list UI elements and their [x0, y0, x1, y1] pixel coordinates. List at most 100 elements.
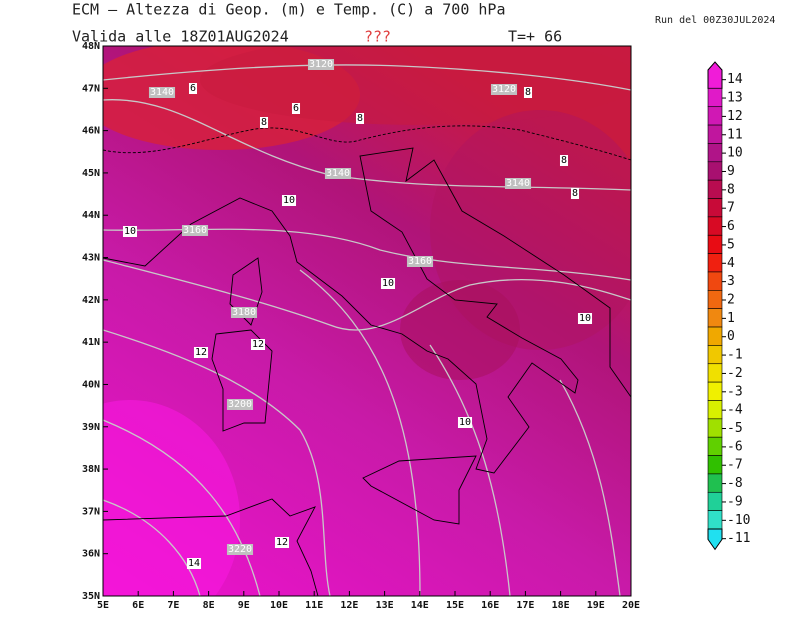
colorbar-box: [707, 491, 723, 511]
lon-label: 19E: [587, 600, 605, 611]
colorbar-label: -10: [727, 513, 750, 528]
label-box: [291, 103, 301, 114]
lat-label: 39N: [82, 422, 100, 433]
colorbar-label: -5: [727, 421, 743, 436]
colorbar-label: -9: [727, 494, 743, 509]
temperature-label: 8: [261, 117, 267, 128]
label-box: [380, 278, 396, 289]
lon-label: 15E: [446, 600, 464, 611]
label-box: [523, 87, 533, 98]
colorbar-label: 11: [727, 127, 743, 142]
geopotential-label: 3140: [326, 168, 350, 179]
label-box: [122, 226, 138, 237]
colorbar-box: [707, 326, 723, 346]
temperature-label: 14: [188, 558, 200, 569]
temperature-label: 10: [382, 278, 394, 289]
label-box: [148, 87, 176, 98]
label-box: [230, 307, 258, 318]
label-box: [577, 313, 593, 324]
lead-label: T=+ 66: [508, 28, 562, 46]
label-box: [274, 537, 290, 548]
temperature-label: 8: [572, 188, 578, 199]
temperature-label: 10: [579, 313, 591, 324]
geopotential-label: 3140: [150, 87, 174, 98]
temperature-label: 12: [252, 339, 264, 350]
colorbar-label: -2: [727, 366, 743, 381]
lat-label: 42N: [82, 295, 100, 306]
lon-label: 12E: [340, 600, 358, 611]
colorbar-label: -1: [727, 348, 743, 363]
lat-label: 37N: [82, 506, 100, 517]
title: ECM — Altezza di Geop. (m) e Temp. (C) a…: [72, 1, 505, 19]
colorbar-label: 13: [727, 91, 743, 106]
lon-label: 11E: [305, 600, 323, 611]
colorbar-box: [707, 161, 723, 181]
map: [103, 46, 631, 596]
temperature-label: 6: [190, 83, 196, 94]
colorbar-label: 2: [727, 293, 735, 308]
colorbar-label: 0: [727, 329, 735, 344]
label-box: [193, 347, 209, 358]
label-box: [559, 155, 569, 166]
colorbar-box: [707, 418, 723, 438]
colorbar-label: -3: [727, 384, 743, 399]
colorbar-box: [707, 253, 723, 273]
colorbar-box: [707, 400, 723, 420]
colorbar-label: 9: [727, 164, 735, 179]
label-box: [181, 225, 209, 236]
label-box: [457, 417, 473, 428]
colorbar-box: [707, 363, 723, 383]
geopotential-label: 3160: [408, 256, 432, 267]
geopotential-label: 3220: [228, 544, 252, 555]
lat-label: 41N: [82, 337, 100, 348]
colorbar-label: 14: [727, 72, 743, 87]
geopotential-label: 3160: [183, 225, 207, 236]
colorbar-box: [707, 510, 723, 530]
map-frame: [102, 45, 632, 597]
label-box: [490, 84, 518, 95]
temperature-label: 8: [525, 87, 531, 98]
colorbar-label: 7: [727, 201, 735, 216]
temperature-label: 8: [357, 113, 363, 124]
colorbar-box: [707, 455, 723, 475]
lat-label: 48N: [82, 41, 100, 52]
label-box: [324, 168, 352, 179]
geopotential-label: 3140: [506, 178, 530, 189]
colorbar-box: [707, 345, 723, 365]
flag-label: ???: [364, 28, 391, 46]
colorbar-label: 8: [727, 182, 735, 197]
colorbar-label: -11: [727, 531, 750, 546]
label-box: [281, 195, 297, 206]
lat-label: 47N: [82, 83, 100, 94]
lon-label: 6E: [132, 600, 144, 611]
colorbar-box: [707, 290, 723, 309]
lon-label: 9E: [238, 600, 250, 611]
colorbar-box: [707, 234, 723, 254]
colorbar-label: -4: [727, 403, 743, 418]
label-box: [570, 188, 580, 199]
lat-label: 43N: [82, 253, 100, 264]
lon-label: 20E: [622, 600, 640, 611]
geopotential-label: 3120: [309, 59, 333, 70]
colorbar-box: [707, 271, 723, 291]
colorbar-box: [707, 308, 723, 328]
colorbar-label: 4: [727, 256, 735, 271]
colorbar-cap: [707, 528, 723, 551]
colorbar-cap: [707, 61, 723, 89]
colorbar-box: [707, 436, 723, 456]
lon-label: 17E: [516, 600, 534, 611]
colorbar-box: [707, 198, 723, 218]
colorbar-label: 6: [727, 219, 735, 234]
colorbar-box: [707, 124, 723, 144]
lon-label: 16E: [481, 600, 499, 611]
label-box: [504, 178, 532, 189]
geopotential-label: 3180: [232, 307, 256, 318]
label-box: [259, 117, 269, 128]
lon-label: 8E: [203, 600, 215, 611]
geopotential-label: 3200: [228, 399, 252, 410]
colorbar-label: -6: [727, 439, 743, 454]
label-box: [406, 256, 434, 267]
colorbar-label: -8: [727, 476, 743, 491]
valid-label: Valida alle 18Z01AUG2024: [72, 28, 289, 46]
colorbar-box: [707, 143, 723, 163]
